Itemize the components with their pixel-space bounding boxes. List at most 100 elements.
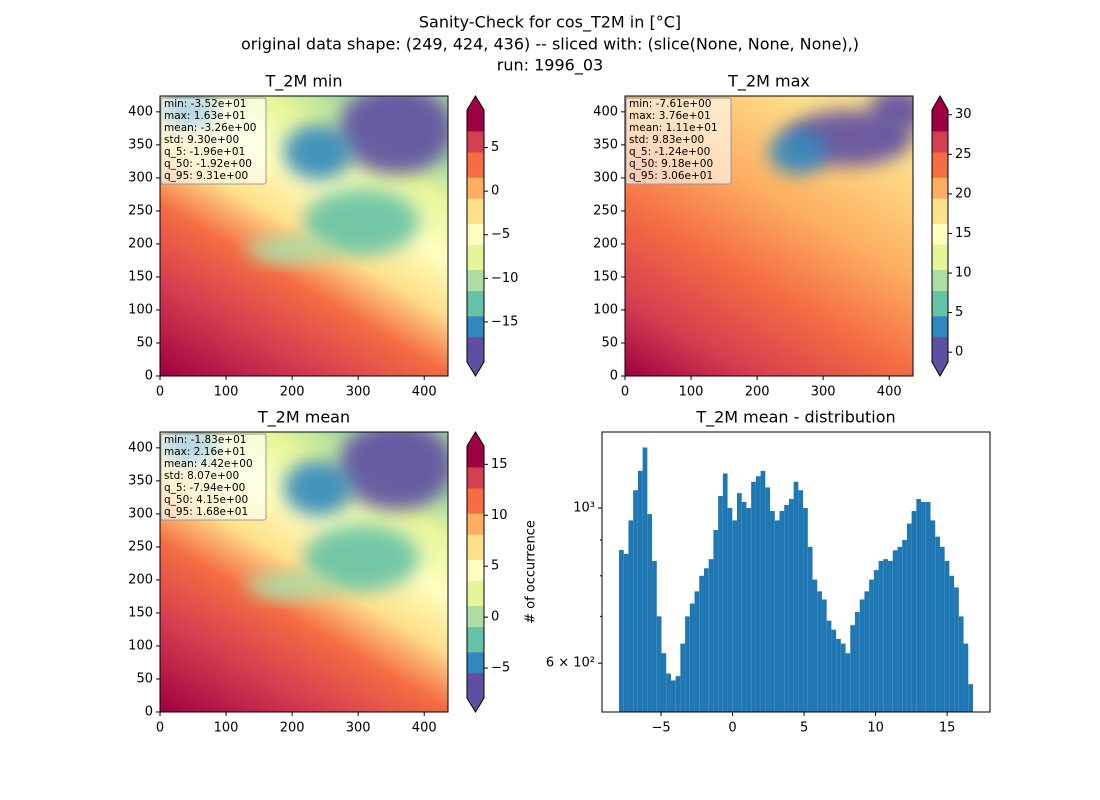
colorbar-tick-label: 15 (491, 457, 508, 472)
stats-box (160, 433, 267, 521)
stats-line: std: 9.30e+00 (164, 134, 239, 146)
colorbar-segment (467, 605, 484, 611)
bar (897, 546, 903, 712)
bar (869, 579, 874, 712)
colorbar-segment (467, 597, 484, 602)
map-region (283, 124, 353, 180)
colorbar-segment (467, 248, 484, 254)
y-tick-label: 300 (593, 170, 618, 185)
x-tick-label: 300 (811, 385, 836, 400)
axes-frame (601, 431, 991, 713)
colorbar-tick-label: 5 (491, 140, 499, 155)
bar (656, 616, 662, 712)
y-axis-label: # of occurrence (524, 520, 539, 624)
colorbar-segment (467, 492, 484, 497)
bar (680, 643, 686, 712)
colorbar-segment (932, 236, 948, 241)
stats-line: min: -3.52e+01 (164, 98, 246, 110)
colorbar-segment (467, 164, 484, 170)
colorbar-segment (467, 219, 484, 224)
colorbar-segment (467, 542, 484, 548)
colorbar-segment (467, 483, 484, 489)
y-tick-label: 200 (593, 236, 618, 251)
colorbar-segment (467, 546, 484, 552)
bar (652, 560, 657, 712)
colorbar-segment (467, 198, 484, 203)
bar (793, 481, 799, 712)
map-region (283, 460, 353, 516)
colorbar-segment (467, 143, 484, 149)
colorbar-segment (932, 122, 948, 128)
colorbar-segment (932, 349, 948, 355)
colorbar-tick-label: −10 (491, 271, 518, 286)
bar (637, 470, 643, 712)
colorbar-segment (467, 156, 484, 161)
colorbar-segment (932, 257, 948, 262)
x-tick-label: 200 (745, 385, 770, 400)
stats-line: q_50: -1.92e+00 (164, 158, 252, 170)
colorbar-segment (467, 639, 484, 644)
colorbar-segment (932, 273, 948, 279)
colorbar-segment (932, 160, 948, 166)
x-tick-label: 100 (214, 385, 239, 400)
bar (788, 498, 794, 712)
colorbar-segment (467, 517, 484, 523)
bar (675, 676, 681, 712)
bar (821, 599, 827, 712)
colorbar-segment (932, 114, 948, 119)
x-tick-label: 300 (346, 385, 371, 400)
colorbar-segment (932, 126, 948, 132)
bar (661, 653, 667, 712)
colorbar-segment (932, 219, 948, 224)
colorbar-segment (932, 206, 948, 212)
bar (774, 520, 780, 712)
colorbar-segment (467, 353, 484, 359)
colorbar-segment (467, 559, 484, 565)
colorbar-segment (467, 580, 484, 586)
bar (925, 501, 931, 712)
colorbar-segment (467, 668, 484, 674)
colorbar-segment (467, 488, 484, 493)
colorbar-segment (467, 257, 484, 262)
bar (647, 514, 653, 712)
colorbar-tick-label: 25 (955, 147, 972, 162)
colorbar-segment (467, 572, 484, 577)
colorbar-segment (467, 336, 484, 342)
bar (935, 536, 940, 712)
colorbar-segment (467, 206, 484, 212)
bar (619, 549, 624, 712)
bar (713, 530, 719, 712)
colorbar-segment (932, 152, 948, 157)
colorbar-segment (932, 282, 948, 287)
bar (911, 511, 917, 712)
colorbar-segment (467, 328, 484, 334)
y-tick-label: 100 (593, 302, 618, 317)
y-tick-label: 400 (128, 104, 153, 119)
bar (873, 570, 879, 712)
x-tick-label: 200 (280, 721, 305, 736)
colorbar-segment (467, 454, 484, 460)
colorbar-segment (932, 290, 948, 296)
x-tick-label: 300 (346, 721, 371, 736)
bar (633, 490, 638, 712)
colorbar-segment (467, 345, 484, 350)
colorbar-segment (467, 332, 484, 338)
x-tick-label: 100 (214, 721, 239, 736)
colorbar-segment (467, 185, 484, 191)
bar (779, 511, 785, 712)
bar (694, 591, 700, 712)
bar (840, 643, 846, 712)
y-tick-label: 150 (128, 605, 153, 620)
colorbar-segment (467, 475, 484, 481)
colorbar-extend (932, 96, 948, 110)
x-tick-label: 5 (800, 721, 808, 736)
x-tick-label: 15 (939, 721, 956, 736)
colorbar-segment (932, 156, 948, 161)
colorbar-segment (932, 311, 948, 317)
colorbar-segment (467, 593, 484, 598)
colorbar-segment (467, 294, 484, 300)
bar (930, 520, 936, 712)
colorbar-segment (467, 110, 484, 115)
bar (803, 507, 808, 712)
colorbar-tick-label: 5 (955, 305, 963, 320)
